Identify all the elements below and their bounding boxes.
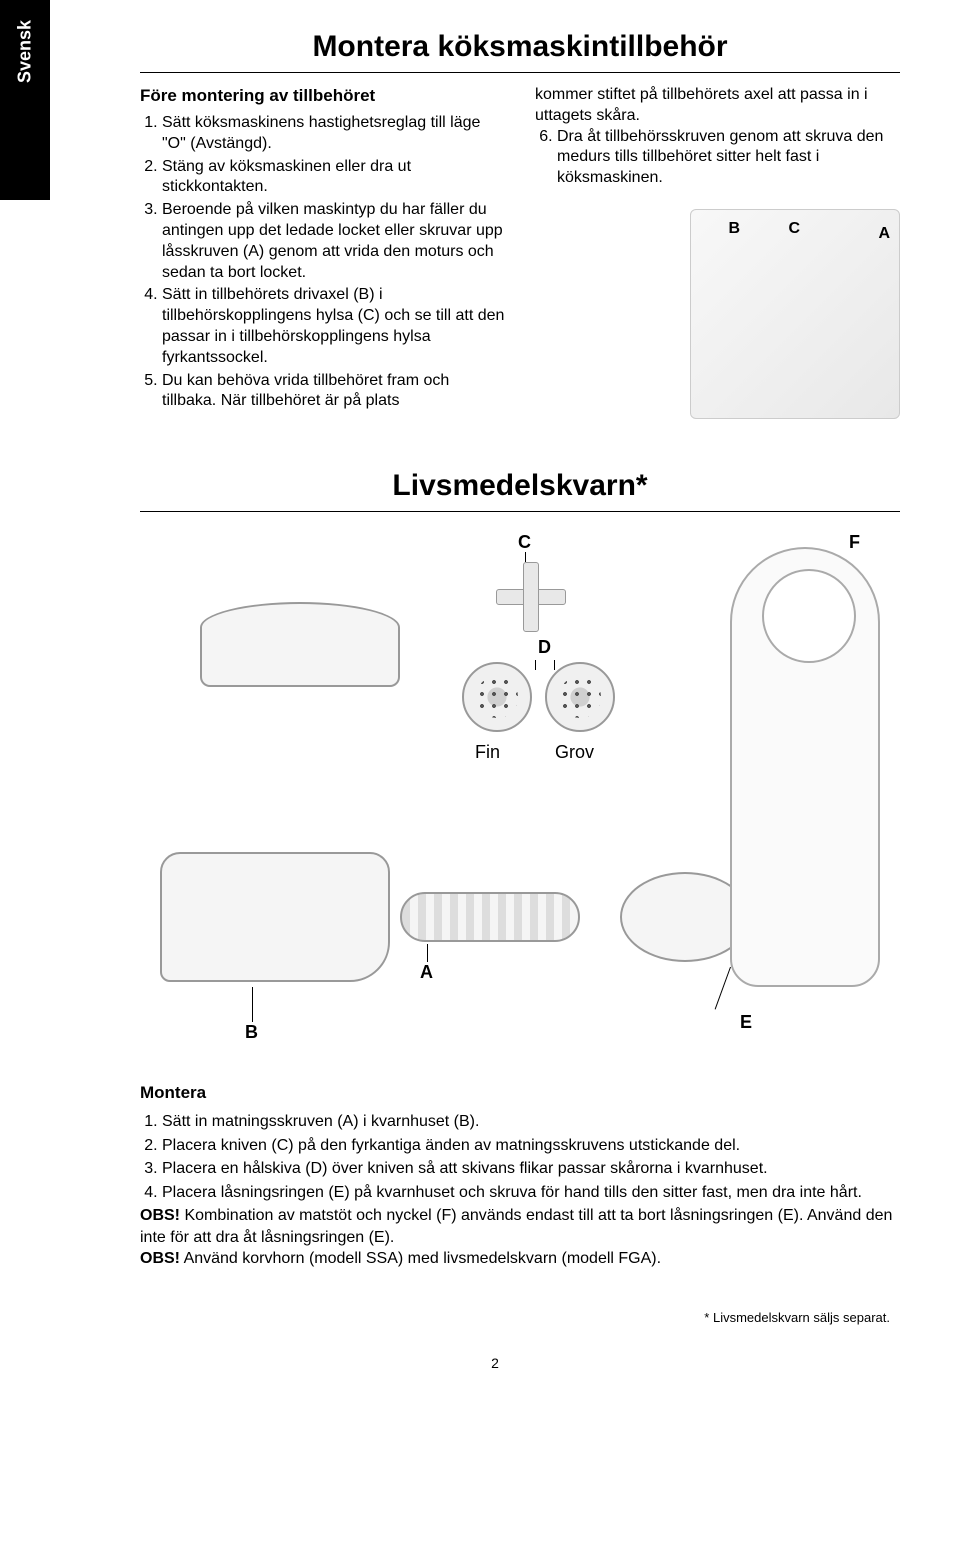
hub-illustration xyxy=(690,209,900,419)
note-1-label: OBS! xyxy=(140,1207,180,1224)
label-a: A xyxy=(420,962,433,983)
label-fine: Fin xyxy=(475,742,500,763)
note-2-label: OBS! xyxy=(140,1250,180,1267)
assembly-heading: Montera xyxy=(140,1082,900,1105)
language-tab: Svensk xyxy=(0,0,50,200)
assembly-step-2: Placera kniven (C) på den fyrkantiga änd… xyxy=(162,1135,900,1157)
worm-shaft-shape xyxy=(400,892,580,942)
footnote: * Livsmedelskvarn säljs separat. xyxy=(90,1310,890,1325)
steps-list-left: Sätt köksmaskinens hastighetsreglag till… xyxy=(140,113,505,412)
label-f: F xyxy=(849,532,860,553)
leader-b xyxy=(252,987,253,1022)
hub-label-a: A xyxy=(878,224,890,245)
step-1: Sätt köksmaskinens hastighetsreglag till… xyxy=(162,113,505,155)
note-1-text: Kombination av matstöt och nyckel (F) an… xyxy=(140,1207,892,1246)
column-left: Före montering av tillbehöret Sätt köksm… xyxy=(140,85,505,439)
column-right: kommer stiftet på tillbehörets axel att … xyxy=(535,85,900,439)
before-mounting-heading: Före montering av tillbehöret xyxy=(140,85,505,107)
label-e: E xyxy=(740,1012,752,1033)
assembly-step-1: Sätt in matningsskruven (A) i kvarnhuset… xyxy=(162,1111,900,1133)
grinder-body-shape xyxy=(160,852,390,982)
instructions-columns: Före montering av tillbehöret Sätt köksm… xyxy=(140,85,900,439)
assembly-section: Montera Sätt in matningsskruven (A) i kv… xyxy=(140,1082,900,1270)
page-container: Svensk Montera köksmaskintillbehör Före … xyxy=(0,0,960,1401)
hub-label-c: C xyxy=(788,219,800,240)
assembly-step-4: Placera låsningsringen (E) på kvarnhuset… xyxy=(162,1182,900,1204)
section-title-2: Livsmedelskvarn* xyxy=(140,469,900,512)
step-2: Stäng av köksmaskinen eller dra ut stick… xyxy=(162,157,505,199)
step-3: Beroende på vilken maskintyp du har fäll… xyxy=(162,200,505,283)
assembly-step-3: Placera en hålskiva (D) över kniven så a… xyxy=(162,1158,900,1180)
note-2: OBS! Använd korvhorn (modell SSA) med li… xyxy=(140,1248,900,1270)
label-coarse: Grov xyxy=(555,742,594,763)
step-5: Du kan behöva vrida tillbehöret fram och… xyxy=(162,371,505,413)
steps-list-right: Dra åt tillbehörsskruven genom att skruv… xyxy=(535,127,900,189)
label-b: B xyxy=(245,1022,258,1043)
hub-label-b: B xyxy=(728,219,740,240)
note-2-text: Använd korvhorn (modell SSA) med livsmed… xyxy=(180,1250,661,1267)
step-4: Sätt in tillbehörets drivaxel (B) i till… xyxy=(162,285,505,368)
leader-e xyxy=(715,967,731,1010)
leader-d-right xyxy=(554,660,555,670)
note-1: OBS! Kombination av matstöt och nyckel (… xyxy=(140,1205,900,1248)
fine-plate-shape xyxy=(462,662,532,732)
grinder-diagram: C F D Fin Grov A B E xyxy=(140,532,900,1072)
section-title-1: Montera köksmaskintillbehör xyxy=(140,30,900,73)
wrench-shape xyxy=(730,547,880,987)
coarse-plate-shape xyxy=(545,662,615,732)
label-d: D xyxy=(538,637,551,658)
label-c: C xyxy=(518,532,531,553)
assembly-steps: Sätt in matningsskruven (A) i kvarnhuset… xyxy=(140,1111,900,1203)
page-number: 2 xyxy=(90,1355,900,1371)
step-5-continuation: kommer stiftet på tillbehörets axel att … xyxy=(535,85,900,127)
knife-shape xyxy=(496,562,566,632)
leader-a xyxy=(427,944,428,962)
leader-d-left xyxy=(535,660,536,670)
step-6: Dra åt tillbehörsskruven genom att skruv… xyxy=(557,127,900,189)
leader-c xyxy=(525,552,526,562)
attachment-hub-figure: B C A xyxy=(535,209,900,439)
hopper-shape xyxy=(200,602,400,687)
